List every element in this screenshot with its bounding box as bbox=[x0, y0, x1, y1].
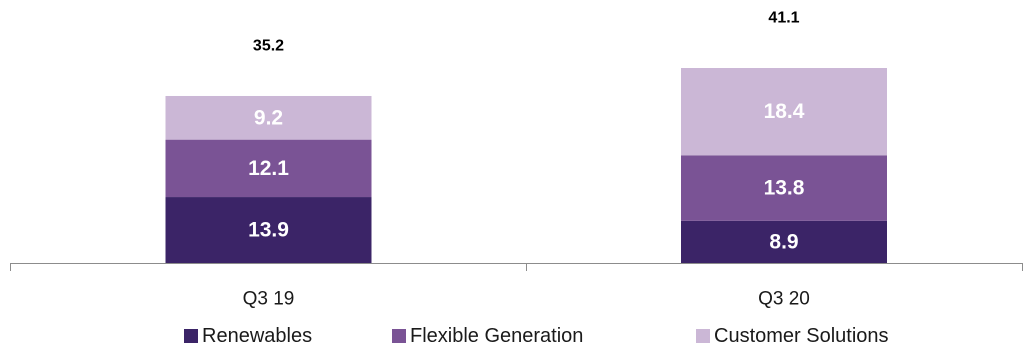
bar-segment-customer-solutions-0 bbox=[165, 95, 372, 140]
value-label-flexible-generation-1: 13.8 bbox=[764, 177, 805, 200]
legend-label-renewables: Renewables bbox=[202, 325, 312, 347]
value-labels-layer: 13.9 12.1 9.2 35.2 8.9 13.8 18.4 41.1 bbox=[248, 10, 805, 254]
bar-segment-flexible-generation-1 bbox=[681, 155, 887, 221]
value-label-renewables-0: 13.9 bbox=[248, 219, 289, 242]
bar-segment-renewables-1 bbox=[681, 220, 887, 263]
value-label-customer-solutions-1: 18.4 bbox=[764, 100, 805, 123]
value-label-flexible-generation-0: 12.1 bbox=[248, 157, 289, 180]
bars-layer bbox=[165, 68, 887, 263]
legend-swatch-customer-solutions bbox=[696, 329, 710, 343]
x-tick-label-1: Q3 20 bbox=[758, 289, 810, 310]
legend-swatch-renewables bbox=[184, 329, 198, 343]
legend-label-flexible-generation: Flexible Generation bbox=[410, 325, 583, 347]
value-label-renewables-1: 8.9 bbox=[769, 230, 798, 253]
legend-label-customer-solutions: Customer Solutions bbox=[714, 325, 889, 347]
total-label-1: 41.1 bbox=[768, 10, 799, 27]
legend-swatch-flexible-generation bbox=[392, 329, 406, 343]
bar-segment-flexible-generation-0 bbox=[165, 139, 372, 198]
bar-segment-renewables-0 bbox=[165, 197, 372, 263]
x-tick-label-0: Q3 19 bbox=[243, 289, 295, 310]
value-label-customer-solutions-0: 9.2 bbox=[254, 106, 283, 129]
bar-segment-customer-solutions-1 bbox=[681, 68, 887, 156]
x-axis: Q3 19 Q3 20 bbox=[10, 263, 1023, 310]
total-label-0: 35.2 bbox=[253, 37, 284, 54]
legend: Renewables Flexible Generation Customer So… bbox=[184, 325, 889, 347]
